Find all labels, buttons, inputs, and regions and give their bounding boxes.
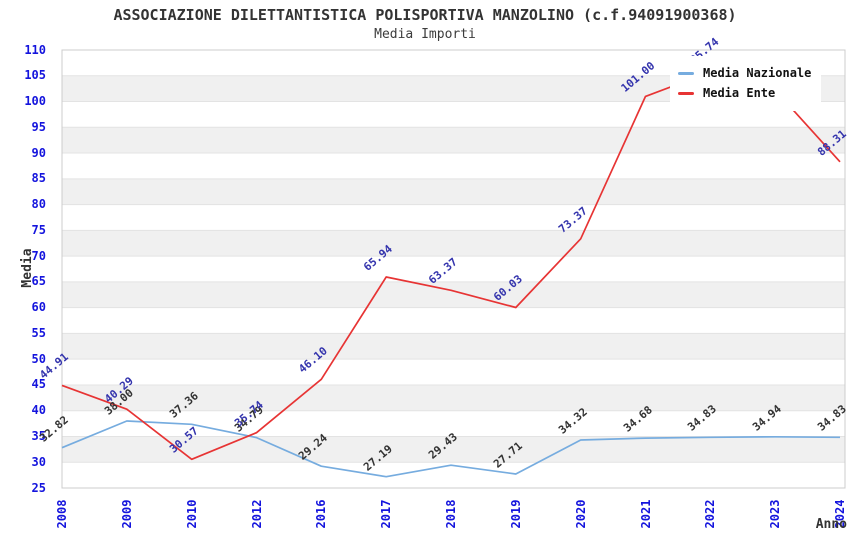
plot-band (62, 281, 845, 308)
y-tick-label: 90 (31, 145, 46, 160)
legend-swatch-icon (678, 71, 694, 75)
x-tick-label: 2023 (768, 499, 783, 529)
x-tick-label: 2009 (119, 499, 134, 529)
y-tick-label: 85 (31, 171, 46, 186)
plot-band (62, 333, 845, 360)
y-axis-title: Media (20, 248, 36, 288)
x-tick-label: 2010 (184, 499, 199, 529)
chart-title: ASSOCIAZIONE DILETTANTISTICA POLISPORTIV… (113, 6, 737, 24)
y-tick-label: 30 (31, 454, 46, 469)
plot-band (62, 256, 845, 282)
x-tick-label: 2021 (638, 499, 653, 529)
y-tick-label: 55 (31, 325, 46, 340)
plot-band (62, 410, 845, 437)
plot-band (62, 204, 845, 231)
x-tick-label: 2017 (379, 499, 394, 529)
plot-band (62, 462, 845, 488)
series-line-media-nazionale (61, 420, 841, 478)
y-tick-label: 60 (31, 300, 46, 315)
plot-band (62, 127, 845, 154)
y-tick-label: 100 (24, 94, 46, 109)
x-tick-label: 2022 (703, 499, 718, 529)
y-tick-label: 70 (31, 248, 46, 263)
plot-band (62, 230, 845, 257)
y-tick-label: 25 (31, 480, 46, 495)
legend-swatch-icon (678, 91, 694, 95)
plot-band (62, 153, 845, 179)
x-tick-label: 2020 (573, 499, 588, 529)
x-tick-label: 2018 (444, 499, 458, 529)
x-tick-label: 2008 (55, 499, 69, 529)
y-tick-label: 35 (31, 428, 46, 443)
x-tick-label: 2016 (314, 499, 329, 529)
legend: Media Nazionale Media Ente (670, 56, 822, 111)
y-tick-label: 105 (24, 68, 46, 83)
y-tick-label: 50 (31, 351, 46, 366)
x-axis-title: Anno (815, 517, 847, 532)
legend-label: Media Ente (703, 86, 776, 100)
chart-subtitle: Media Importi (374, 27, 476, 42)
y-tick-label: 45 (31, 377, 46, 392)
x-tick-label: 2019 (508, 499, 523, 529)
y-tick-label: 95 (31, 119, 46, 134)
y-tick-label: 65 (31, 274, 46, 289)
plot-band (62, 307, 845, 334)
plot-band (62, 436, 845, 463)
y-tick-label: 40 (31, 403, 46, 418)
y-tick-label: 75 (31, 222, 46, 237)
legend-label: Media Nazionale (703, 66, 812, 80)
plot-border (61, 49, 846, 489)
plot-band (62, 384, 845, 411)
y-tick-label: 110 (24, 42, 46, 57)
plot-band (62, 359, 845, 385)
legend-item-media-nazionale: Media Nazionale (678, 65, 811, 81)
plot-band (62, 178, 845, 205)
x-tick-label: 2012 (249, 499, 264, 529)
legend-item-media-ente: Media Ente (678, 85, 811, 101)
y-tick-label: 80 (31, 197, 46, 212)
